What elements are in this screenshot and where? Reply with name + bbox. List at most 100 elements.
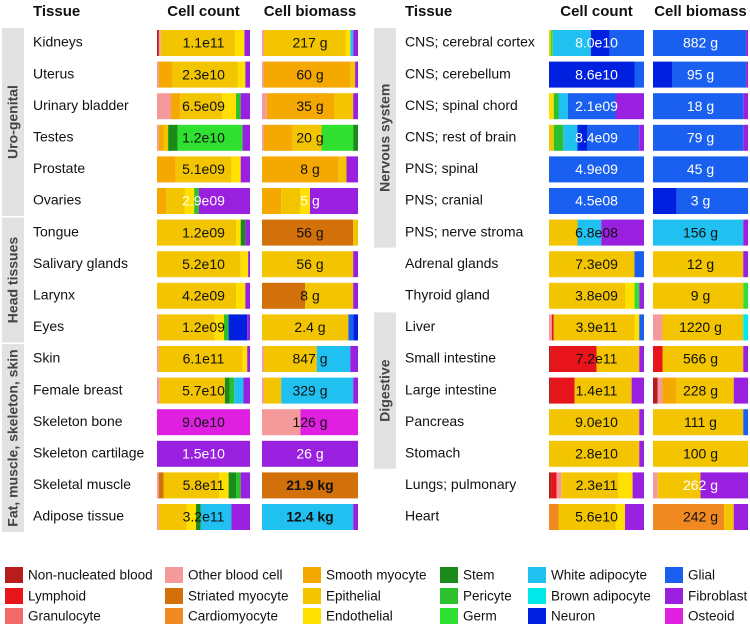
- bar-segment: [157, 188, 167, 214]
- header-biomass: Cell biomass: [654, 3, 747, 20]
- bar-segment: [563, 124, 578, 151]
- bar-segment: [634, 282, 640, 309]
- bar-segment: [262, 156, 339, 183]
- bar-segment: [219, 472, 229, 499]
- bar-label: 21.9 kg: [286, 477, 333, 493]
- bar-label: 60 g: [296, 66, 323, 82]
- bar-segment: [157, 377, 160, 404]
- tissue-name: Adrenal glands: [405, 255, 498, 271]
- bar-segment: [618, 472, 633, 499]
- bar-segment: [157, 156, 176, 183]
- bar-segment: [662, 377, 677, 404]
- legend-swatch: [165, 588, 183, 604]
- bar-segment: [198, 188, 250, 214]
- legend-swatch: [165, 608, 183, 624]
- bar-label: 2.4 g: [294, 319, 325, 335]
- bar-segment: [157, 30, 159, 56]
- bar-label: 4.9e09: [575, 161, 618, 177]
- bar-segment: [550, 30, 553, 56]
- bar-segment: [553, 124, 564, 151]
- bar-segment: [553, 314, 635, 341]
- bar-label: 4.5e08: [575, 193, 618, 209]
- bar-segment: [158, 61, 173, 88]
- bar-segment: [262, 251, 354, 278]
- bar-segment: [653, 346, 663, 372]
- tissue-name: Heart: [405, 508, 439, 524]
- bar-segment: [186, 504, 197, 530]
- bar-segment: [262, 282, 306, 309]
- bar-segment: [235, 30, 245, 56]
- bar-segment: [157, 93, 171, 120]
- bar-segment: [657, 472, 701, 499]
- bar-segment: [157, 219, 237, 246]
- bar-segment: [639, 440, 644, 467]
- legend-swatch: [5, 588, 23, 604]
- bar-label: 9.0e10: [182, 414, 225, 430]
- bar-label: 2.3e11: [576, 477, 618, 493]
- bar-label: 1.2e10: [182, 130, 225, 146]
- bar-segment: [662, 346, 744, 372]
- bar-label: 1.2e09: [182, 319, 225, 335]
- legend-label: Granulocyte: [28, 609, 101, 624]
- bar-segment: [236, 282, 246, 309]
- bar-label: 56 g: [296, 256, 323, 272]
- bar-segment: [163, 472, 220, 499]
- bar-segment: [158, 30, 161, 56]
- bar-segment: [240, 472, 250, 499]
- bar-segment: [549, 251, 635, 278]
- group-band: [374, 28, 396, 248]
- tissue-name: Eyes: [33, 318, 64, 334]
- legend-label: Brown adipocyte: [551, 589, 651, 604]
- bar-segment: [558, 504, 616, 530]
- bar-segment: [615, 93, 644, 120]
- bar-segment: [242, 346, 248, 372]
- bar-segment: [653, 282, 744, 309]
- bar-segment: [236, 93, 241, 120]
- bar-label: 5.7e10: [182, 382, 225, 398]
- legend-label: Non-nucleated blood: [28, 568, 153, 583]
- bar-label: 45 g: [687, 161, 714, 177]
- tissue-name: Liver: [405, 318, 436, 334]
- bar-segment: [196, 504, 201, 530]
- bar-segment: [672, 61, 747, 88]
- tissue-name: PNS; nerve stroma: [405, 223, 523, 239]
- tissue-name: Uterus: [33, 65, 74, 81]
- bar-segment: [653, 504, 725, 530]
- bar-label: 2.9e09: [182, 193, 225, 209]
- legend-swatch: [665, 608, 683, 624]
- bar-label: 262 g: [683, 477, 718, 493]
- tissue-name: Large intestine: [405, 381, 497, 397]
- header-count: Cell count: [560, 3, 633, 20]
- bar-segment: [281, 377, 354, 404]
- bar-segment: [550, 346, 597, 372]
- tissue-name: Kidneys: [33, 34, 83, 50]
- bar-segment: [222, 93, 237, 120]
- bar-label: 156 g: [683, 224, 718, 240]
- bar-segment: [248, 251, 250, 278]
- bar-segment: [245, 219, 250, 246]
- bar-segment: [353, 282, 358, 309]
- legend-label: Osteoid: [688, 609, 735, 624]
- group-label: Digestive: [377, 359, 393, 421]
- legend-swatch: [303, 608, 321, 624]
- bar-segment: [157, 61, 159, 88]
- bar-segment: [676, 377, 734, 404]
- bar-segment: [158, 314, 215, 341]
- bar-segment: [549, 314, 552, 341]
- legend-label: Stem: [463, 568, 495, 583]
- bar-segment: [316, 346, 351, 372]
- bar-label: 8 g: [300, 161, 319, 177]
- legend-swatch: [165, 567, 183, 583]
- bar-segment: [549, 440, 640, 467]
- bar-segment: [615, 504, 625, 530]
- bar-segment: [724, 504, 734, 530]
- bar-segment: [653, 156, 748, 183]
- bar-segment: [601, 219, 644, 246]
- bar-segment: [262, 314, 349, 341]
- bar-segment: [746, 61, 748, 88]
- bar-segment: [653, 377, 658, 404]
- header-count: Cell count: [167, 3, 240, 20]
- legend-label: Lymphoid: [28, 589, 86, 604]
- bar-label: 566 g: [683, 351, 718, 367]
- bar-segment: [653, 219, 744, 246]
